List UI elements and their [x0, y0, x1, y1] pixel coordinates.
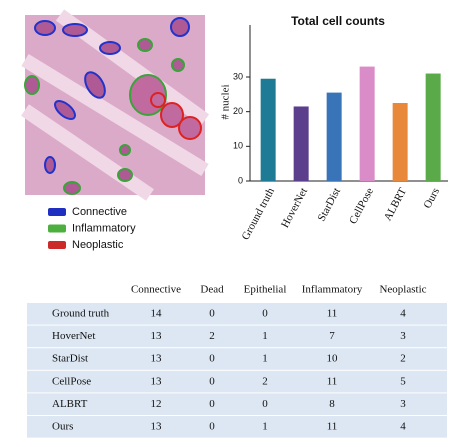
- table-row: [27, 348, 447, 370]
- bar: [326, 92, 342, 181]
- table-header: Epithelial: [244, 284, 287, 296]
- y-tick-label: 0: [238, 175, 243, 185]
- bar: [260, 78, 276, 181]
- legend-swatch: [48, 208, 66, 216]
- x-tick-label: ALBRT: [382, 186, 409, 223]
- table-cell: 2: [209, 330, 215, 342]
- legend-label: Connective: [72, 206, 127, 218]
- table-cell: 8: [329, 398, 335, 410]
- legend-label: Inflammatory: [72, 222, 136, 234]
- bar: [293, 106, 309, 181]
- table-cell: 0: [209, 375, 215, 387]
- y-tick-label: 20: [233, 106, 243, 116]
- table-cell: 13: [151, 330, 163, 342]
- table-cell: 0: [209, 398, 215, 410]
- y-tick-label: 10: [233, 141, 243, 151]
- x-tick-label: Ground truth: [240, 186, 278, 243]
- table-row: [27, 325, 447, 348]
- table-cell: 4: [400, 421, 406, 433]
- table-header: Inflammatory: [302, 284, 363, 296]
- table-cell: HoverNet: [52, 330, 95, 342]
- bar: [359, 66, 375, 181]
- table-cell: 11: [327, 421, 338, 433]
- legend-label: Neoplastic: [72, 239, 124, 251]
- y-axis-label: # nuclei: [220, 84, 232, 119]
- table-cell: 11: [327, 308, 338, 320]
- bar: [392, 103, 408, 181]
- table-cell: StarDist: [52, 353, 88, 365]
- table-row: [27, 416, 447, 438]
- table-cell: 4: [400, 308, 406, 320]
- table-header: Dead: [200, 284, 224, 296]
- x-tick-label: CellPose: [347, 186, 376, 226]
- table-header: Connective: [131, 284, 181, 296]
- table-cell: Ground truth: [52, 308, 110, 320]
- table-cell: 7: [329, 330, 335, 342]
- table-cell: CellPose: [52, 375, 91, 387]
- table-cell: 0: [262, 398, 268, 410]
- histology-image: [21, 9, 210, 201]
- table-cell: 0: [262, 308, 268, 320]
- table-cell: 1: [262, 330, 268, 342]
- table-cell: 2: [262, 375, 268, 387]
- table-header: Neoplastic: [379, 284, 426, 296]
- table-cell: 13: [151, 353, 163, 365]
- table-cell: 11: [327, 375, 338, 387]
- table-row: [27, 303, 447, 325]
- table-cell: 3: [400, 398, 406, 410]
- table-row: [27, 370, 447, 393]
- table-cell: 0: [209, 353, 215, 365]
- table-cell: 0: [209, 421, 215, 433]
- table-cell: 2: [400, 353, 406, 365]
- table-cell: 1: [262, 353, 268, 365]
- table-cell: 10: [327, 353, 339, 365]
- x-tick-label: StarDist: [316, 186, 344, 223]
- bar: [425, 73, 441, 181]
- legend-swatch: [48, 241, 66, 249]
- table-cell: ALBRT: [52, 398, 88, 410]
- table-cell: 5: [400, 375, 406, 387]
- table-cell: 1: [262, 421, 268, 433]
- chart-title: Total cell counts: [291, 14, 385, 28]
- x-tick-label: HoverNet: [279, 186, 310, 230]
- y-tick-label: 30: [233, 71, 243, 81]
- table-cell: 0: [209, 308, 215, 320]
- table-cell: Ours: [52, 421, 73, 433]
- table-cell: 13: [151, 421, 163, 433]
- table-cell: 3: [400, 330, 406, 342]
- x-tick-label: Ours: [421, 186, 442, 211]
- legend-swatch: [48, 224, 66, 233]
- table-cell: 13: [151, 375, 163, 387]
- table-row: [27, 393, 447, 415]
- table-cell: 12: [151, 398, 162, 410]
- table-cell: 14: [151, 308, 163, 320]
